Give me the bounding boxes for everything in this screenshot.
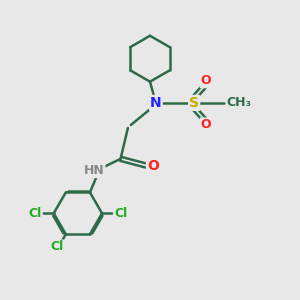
Text: HN: HN	[84, 164, 104, 177]
Text: CH₃: CH₃	[226, 96, 252, 110]
Text: Cl: Cl	[28, 207, 42, 220]
Text: Cl: Cl	[50, 241, 63, 254]
Text: O: O	[201, 74, 211, 87]
Text: O: O	[201, 118, 211, 131]
Text: Cl: Cl	[114, 207, 127, 220]
Text: S: S	[189, 96, 199, 110]
Text: O: O	[147, 159, 159, 173]
Text: N: N	[150, 96, 162, 110]
